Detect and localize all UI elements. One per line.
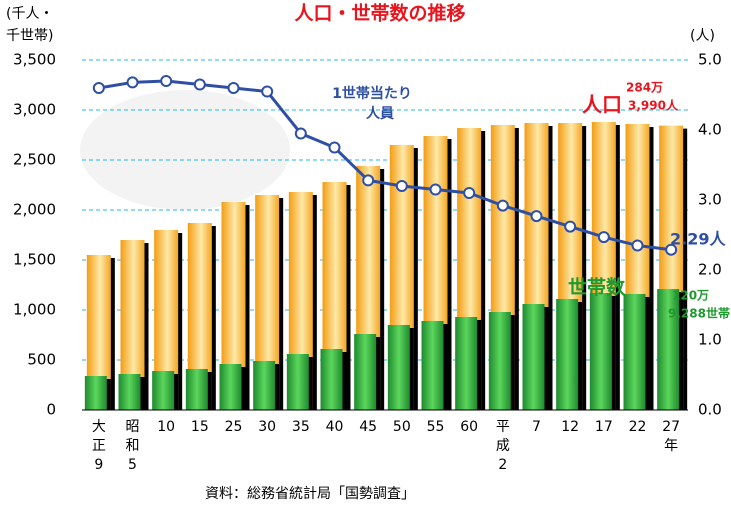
line-point [597, 231, 610, 244]
y2-axis-label: (人) [690, 28, 715, 44]
line-point [294, 127, 307, 140]
bar [522, 304, 545, 410]
bar [152, 371, 175, 410]
source: 資料：総務省統計局「国勢調査」 [205, 486, 415, 502]
y2-tick-label: 0.0 [698, 401, 722, 419]
line-point [126, 76, 139, 89]
x-tick-label: 15 [190, 419, 209, 435]
y-tick-label: 500 [27, 351, 56, 369]
line-point [395, 180, 408, 192]
line-point [564, 220, 577, 233]
bar [657, 289, 680, 410]
x-tick-label: 25 [224, 419, 243, 435]
annotation: 120万 [672, 289, 709, 303]
bar [488, 312, 511, 410]
x-tick-label: 12 [561, 419, 580, 435]
y-axis-label: 千世帯) [6, 28, 53, 44]
y2-tick-label: 5.0 [698, 51, 722, 69]
y-tick-label: 1,000 [13, 301, 56, 319]
x-tick-label: 10 [157, 419, 176, 435]
line-point [429, 183, 442, 196]
bar [185, 369, 208, 410]
y-tick-label: 2,500 [13, 151, 56, 169]
bar [354, 334, 377, 410]
annotation: 9,288世帯 [668, 306, 730, 321]
x-tick-label: 30 [258, 419, 277, 435]
annotation: 2.29人 [670, 230, 726, 249]
y2-tick-label: 3.0 [698, 191, 722, 209]
x-tick-label: 50 [392, 419, 411, 435]
annotation: 3,990人 [628, 98, 679, 113]
line-point [530, 210, 543, 223]
x-tick-label: 45 [359, 419, 378, 435]
bar [387, 325, 410, 410]
line-point [160, 75, 173, 87]
x-tick-label: 35 [291, 419, 310, 435]
annotation: 人員 [366, 105, 394, 122]
bar [421, 321, 444, 410]
illustration-bg [80, 90, 290, 210]
legend-label: 人口 [582, 93, 622, 117]
line-point [92, 82, 105, 94]
y2-tick-label: 2.0 [698, 261, 722, 279]
chart-title: 人口・世帯数の推移 [294, 2, 465, 25]
y-tick-label: 3,000 [13, 101, 56, 119]
annotation: 284万 [626, 81, 663, 95]
line-point [227, 82, 240, 94]
y-tick-label: 0 [46, 401, 56, 419]
bar [455, 317, 478, 410]
bar [286, 354, 309, 410]
x-tick-label: 27 年 [662, 419, 681, 454]
y2-tick-label: 1.0 [698, 331, 722, 349]
bar [118, 374, 141, 410]
x-tick-label: 60 [460, 419, 479, 435]
bar [589, 293, 612, 410]
y-tick-label: 3,500 [13, 51, 56, 69]
bar [253, 361, 276, 410]
bar [320, 349, 343, 410]
bar [84, 376, 107, 410]
legend-label: 世帯数 [568, 276, 626, 299]
x-tick-label: 昭 和 5 [125, 419, 140, 473]
x-tick-label: 平 成 2 [495, 419, 510, 473]
x-tick-label: 7 [532, 419, 541, 435]
line-point [362, 174, 375, 187]
bar [219, 364, 242, 410]
line-point [193, 78, 206, 91]
x-tick-label: 55 [426, 419, 445, 435]
line-point [631, 239, 644, 252]
line-point [328, 141, 341, 154]
x-tick-label: 22 [628, 419, 647, 435]
x-tick-label: 17 [594, 419, 613, 435]
x-tick-label: 大 正 9 [91, 419, 106, 473]
line-point [665, 243, 678, 256]
x-tick-label: 40 [325, 419, 344, 435]
line-point [261, 85, 274, 98]
line-point [496, 199, 509, 212]
y2-tick-label: 4.0 [698, 121, 722, 139]
bar [623, 294, 646, 410]
line-point [463, 187, 476, 199]
annotation: 1世帯当たり [332, 85, 412, 102]
y-tick-label: 2,000 [13, 201, 56, 219]
bar [556, 299, 579, 410]
y-tick-label: 1,500 [13, 251, 56, 269]
y-axis-label: (千人・ [6, 6, 53, 22]
